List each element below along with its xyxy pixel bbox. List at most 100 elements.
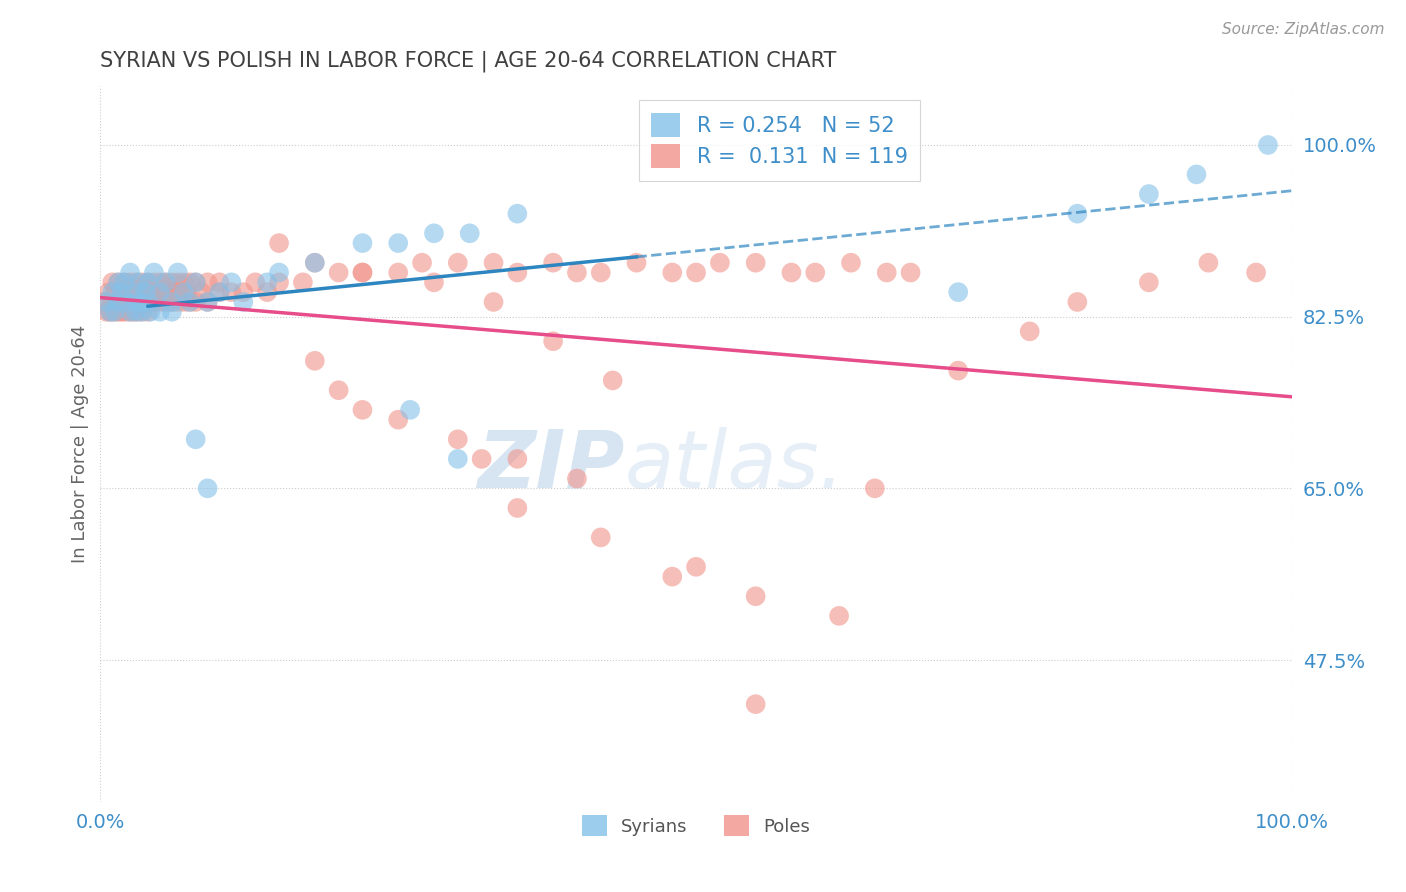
Point — [685, 559, 707, 574]
Point — [685, 266, 707, 280]
Point — [174, 285, 197, 300]
Point — [267, 266, 290, 280]
Point — [948, 285, 970, 300]
Point — [221, 285, 243, 300]
Point — [352, 266, 374, 280]
Point — [184, 432, 207, 446]
Point — [107, 276, 129, 290]
Point — [352, 402, 374, 417]
Point — [948, 363, 970, 377]
Point — [136, 276, 159, 290]
Point — [190, 285, 212, 300]
Point — [104, 285, 127, 300]
Point — [98, 305, 121, 319]
Point — [256, 276, 278, 290]
Point — [149, 305, 172, 319]
Point — [839, 256, 862, 270]
Point — [804, 266, 827, 280]
Point — [447, 451, 470, 466]
Point — [471, 451, 494, 466]
Point — [232, 295, 254, 310]
Point — [125, 276, 148, 290]
Point — [160, 295, 183, 310]
Point — [170, 285, 193, 300]
Point — [1197, 256, 1219, 270]
Point — [122, 285, 145, 300]
Point — [387, 412, 409, 426]
Point — [120, 305, 142, 319]
Point — [143, 266, 166, 280]
Point — [661, 569, 683, 583]
Point — [482, 256, 505, 270]
Point — [328, 383, 350, 397]
Point — [96, 295, 118, 310]
Point — [197, 295, 219, 310]
Point — [131, 305, 153, 319]
Point — [155, 276, 177, 290]
Point — [1185, 168, 1208, 182]
Point — [828, 608, 851, 623]
Point — [744, 256, 766, 270]
Point — [173, 276, 195, 290]
Point — [96, 305, 118, 319]
Point — [328, 266, 350, 280]
Point — [423, 227, 446, 241]
Point — [1137, 276, 1160, 290]
Point — [863, 481, 886, 495]
Point — [232, 285, 254, 300]
Point — [1066, 207, 1088, 221]
Point — [179, 276, 201, 290]
Point — [208, 276, 231, 290]
Text: atlas.: atlas. — [624, 426, 845, 505]
Point — [131, 295, 153, 310]
Point — [208, 285, 231, 300]
Point — [184, 276, 207, 290]
Point — [107, 295, 129, 310]
Point — [115, 285, 138, 300]
Point — [208, 285, 231, 300]
Point — [120, 295, 142, 310]
Point — [197, 481, 219, 495]
Point — [139, 305, 162, 319]
Point — [184, 276, 207, 290]
Point — [197, 276, 219, 290]
Legend: Syrians, Poles: Syrians, Poles — [575, 808, 818, 843]
Point — [221, 276, 243, 290]
Point — [159, 285, 181, 300]
Point — [127, 285, 149, 300]
Point — [135, 285, 157, 300]
Point — [387, 236, 409, 251]
Point — [150, 285, 173, 300]
Point — [107, 295, 129, 310]
Point — [565, 471, 588, 485]
Point — [1066, 295, 1088, 310]
Point — [125, 295, 148, 310]
Point — [541, 256, 564, 270]
Point — [458, 227, 481, 241]
Point — [352, 266, 374, 280]
Point — [136, 276, 159, 290]
Point — [136, 305, 159, 319]
Point — [245, 276, 267, 290]
Point — [1137, 187, 1160, 202]
Point — [120, 305, 142, 319]
Point — [107, 276, 129, 290]
Point — [267, 276, 290, 290]
Point — [114, 305, 136, 319]
Point — [447, 256, 470, 270]
Point — [112, 276, 135, 290]
Point — [101, 276, 124, 290]
Point — [93, 295, 115, 310]
Point — [160, 295, 183, 310]
Point — [1257, 138, 1279, 153]
Point — [267, 236, 290, 251]
Text: SYRIAN VS POLISH IN LABOR FORCE | AGE 20-64 CORRELATION CHART: SYRIAN VS POLISH IN LABOR FORCE | AGE 20… — [100, 51, 837, 72]
Point — [132, 285, 155, 300]
Point — [541, 334, 564, 348]
Point — [160, 276, 183, 290]
Point — [876, 266, 898, 280]
Point — [155, 276, 177, 290]
Point — [160, 305, 183, 319]
Point — [411, 256, 433, 270]
Point — [125, 305, 148, 319]
